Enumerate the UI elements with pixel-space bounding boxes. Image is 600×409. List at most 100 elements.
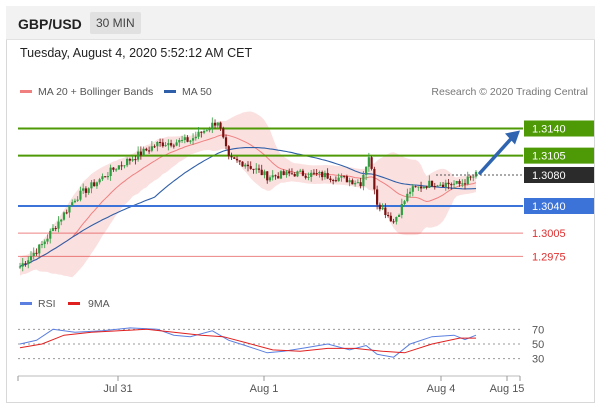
candle-body <box>71 202 74 206</box>
x-axis-ticks: Jul 31 Aug 1 Aug 4 Aug 15 <box>17 376 524 395</box>
candle-body <box>474 171 478 177</box>
candle-body <box>293 173 296 177</box>
candle-body <box>98 179 101 183</box>
candle-body <box>175 142 178 146</box>
candle-body <box>120 165 123 167</box>
candle-body <box>441 184 445 188</box>
timeframe-badge[interactable]: 30 MIN <box>90 12 141 34</box>
candle-body <box>202 130 206 133</box>
candle-body <box>197 131 200 137</box>
candle-body <box>178 140 181 143</box>
candle-body <box>131 159 134 161</box>
rsi-tick-label: 70 <box>532 324 544 336</box>
arrow-head <box>505 130 520 145</box>
candlesticks <box>18 117 478 272</box>
candle-body <box>266 171 269 181</box>
candle-body <box>282 171 285 176</box>
legend-swatch-ma20 <box>20 89 32 93</box>
rsi-tick-label: 30 <box>532 354 544 366</box>
candle-body <box>255 168 258 170</box>
candle-body <box>60 219 63 222</box>
current-price-label: 1.3080 <box>532 170 566 182</box>
candle-body <box>362 174 365 187</box>
research-credit: Research © 2020 Trading Central <box>431 86 588 98</box>
candle-body <box>150 146 153 151</box>
ma9-legend-label: 9MA <box>88 298 110 310</box>
rsi-grid: 70 50 30 <box>18 324 544 366</box>
candle-body <box>301 170 305 176</box>
candle-body <box>348 180 351 183</box>
candle-body <box>447 182 450 185</box>
candle-body <box>126 158 129 166</box>
candle-body <box>35 252 38 254</box>
candle-body <box>90 182 93 189</box>
candle-body <box>73 200 77 203</box>
current-price-box <box>524 167 594 183</box>
candle-body <box>274 175 277 177</box>
level-tag-1.3040 <box>524 198 594 214</box>
legend-item-ma20: MA 20 + Bollinger Bands <box>20 86 153 98</box>
legend-swatch-ma50 <box>164 89 176 93</box>
candle-body <box>205 130 208 132</box>
timestamp: Tuesday, August 4, 2020 5:52:12 AM CET <box>20 46 253 60</box>
candle-body <box>386 215 390 217</box>
candle-body <box>18 266 22 268</box>
rsi-line <box>19 327 477 358</box>
candle-body <box>310 172 313 177</box>
candle-body <box>238 160 241 162</box>
candle-body <box>172 145 175 147</box>
candle-body <box>38 244 41 254</box>
candle-body <box>296 171 299 177</box>
candle-body <box>428 180 431 188</box>
candle-body <box>40 244 44 246</box>
chart-header: GBP/USD 30 MIN <box>6 6 595 40</box>
candle-body <box>356 182 359 184</box>
rsi-tick-label: 50 <box>532 339 544 351</box>
candle-body <box>321 171 324 178</box>
candle-body <box>351 180 354 185</box>
candle-body <box>142 148 145 156</box>
candle-body <box>213 122 217 126</box>
candle-body <box>153 146 156 148</box>
legend-label-ma50: MA 50 <box>182 86 212 98</box>
candle-body <box>43 241 46 245</box>
candle-body <box>244 164 247 167</box>
level-label-1.2975: 1.2975 <box>532 251 566 263</box>
candle-body <box>359 182 362 187</box>
candle-body <box>373 168 376 190</box>
candle-body <box>433 185 436 187</box>
candle-body <box>95 182 99 187</box>
candle-body <box>260 169 263 176</box>
candle-body <box>249 166 252 169</box>
ma50-line <box>19 147 477 267</box>
candle-body <box>376 189 379 205</box>
rsi-legend-label: RSI <box>38 298 56 310</box>
candle-body <box>233 157 236 159</box>
candle-body <box>65 212 68 214</box>
candle-body <box>109 167 112 177</box>
candle-body <box>463 183 467 185</box>
candle-body <box>403 201 406 205</box>
candle-body <box>384 207 387 216</box>
legend-label-ma20: MA 20 + Bollinger Bands <box>38 86 154 98</box>
candle-body <box>128 158 131 161</box>
candle-body <box>455 180 458 184</box>
candle-body <box>411 186 414 192</box>
rsi-legend: RSI 9MA <box>20 298 110 310</box>
current-price-tag: 1.3080 <box>524 167 594 183</box>
candle-body <box>422 186 425 189</box>
candle-body <box>326 172 329 179</box>
candle-body <box>252 168 255 170</box>
candle-body <box>397 214 401 217</box>
candle-body <box>87 188 90 193</box>
candle-body <box>419 186 423 189</box>
candle-body <box>458 180 461 185</box>
candle-body <box>354 183 357 185</box>
level-tag-1.3105 <box>524 147 594 164</box>
target-arrow <box>478 130 520 175</box>
level-tag-1.3140 <box>524 120 594 137</box>
candle-body <box>299 170 302 172</box>
candle-body <box>414 186 417 188</box>
rsi-ma9-line <box>19 328 476 354</box>
